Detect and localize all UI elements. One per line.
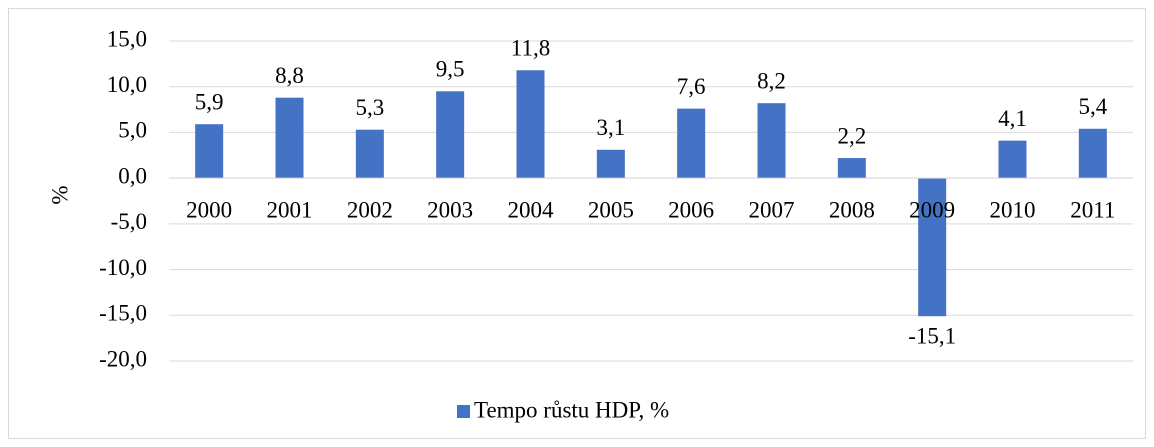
- x-tick-label: 2006: [668, 197, 714, 222]
- data-label: 5,9: [195, 89, 224, 114]
- data-label: 7,6: [677, 74, 706, 99]
- data-label: 8,2: [757, 68, 786, 93]
- data-label: 5,3: [355, 95, 384, 120]
- x-tick-label: 2010: [990, 197, 1036, 222]
- data-label: -15,1: [908, 323, 956, 348]
- x-tick-label: 2002: [347, 197, 393, 222]
- y-axis-label: %: [47, 185, 72, 204]
- x-tick-label: 2001: [267, 197, 313, 222]
- y-tick-label: -15,0: [99, 301, 147, 326]
- data-label: 8,8: [275, 63, 304, 88]
- bar: [275, 97, 304, 179]
- legend-label: Tempo růstu HDP, %: [474, 397, 669, 422]
- bar: [436, 91, 465, 179]
- data-label: 11,8: [511, 36, 550, 61]
- x-tick-label: 2007: [749, 197, 795, 222]
- bar: [837, 158, 866, 179]
- data-label: 4,1: [998, 106, 1027, 131]
- bar: [677, 108, 706, 179]
- x-tick-label: 2005: [588, 197, 634, 222]
- x-tick-label: 2009: [909, 197, 955, 222]
- x-tick-label: 2008: [829, 197, 875, 222]
- y-tick-label: -10,0: [99, 255, 147, 280]
- legend-swatch: [457, 405, 470, 418]
- bar: [1078, 128, 1107, 179]
- bar: [195, 124, 224, 179]
- data-label: 3,1: [596, 115, 625, 140]
- y-tick-label: 5,0: [118, 118, 147, 143]
- x-tick-label: 2004: [508, 197, 555, 222]
- bar: [596, 149, 625, 179]
- y-tick-label: 0,0: [118, 163, 147, 188]
- data-label: 2,2: [837, 123, 866, 148]
- y-tick-label: -5,0: [111, 209, 147, 234]
- y-tick-label: -20,0: [99, 346, 147, 371]
- bar: [998, 140, 1027, 179]
- bar: [355, 129, 384, 179]
- data-label: 5,4: [1078, 94, 1107, 119]
- bar: [918, 178, 947, 317]
- bar: [757, 103, 786, 179]
- x-tick-label: 2011: [1070, 197, 1115, 222]
- y-tick-label: 15,0: [107, 26, 147, 51]
- x-tick-label: 2000: [186, 197, 232, 222]
- data-label: 9,5: [436, 57, 465, 82]
- bar: [516, 70, 545, 179]
- y-tick-label: 10,0: [107, 72, 147, 97]
- x-tick-label: 2003: [427, 197, 473, 222]
